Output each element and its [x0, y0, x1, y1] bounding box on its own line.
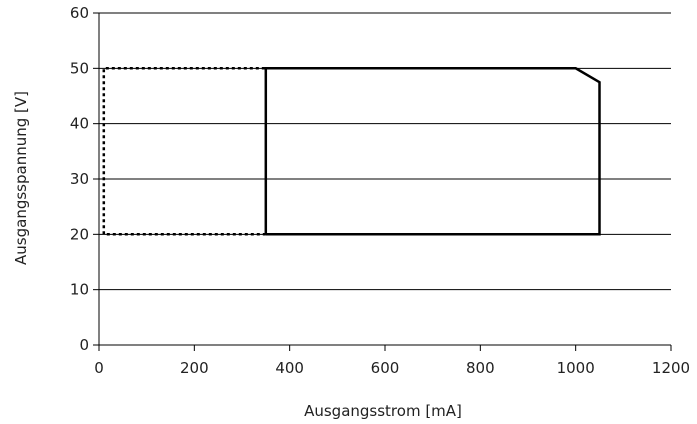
grid-lines [99, 12, 671, 291]
series-layer [102, 67, 601, 236]
y-axis-title: Ausgangsspannung [V] [12, 91, 30, 265]
y-tick-label-30: 30 [70, 170, 89, 188]
x-tick-label-0: 0 [94, 359, 104, 377]
x-tick-label-1200: 1200 [652, 359, 690, 377]
series-1-line [264, 67, 601, 236]
y-tick-label-50: 50 [70, 59, 89, 77]
x-tick-label-400: 400 [275, 359, 304, 377]
y-tick-label-40: 40 [70, 115, 89, 133]
y-tick-label-10: 10 [70, 281, 89, 299]
axes [93, 12, 672, 351]
series-0-line [102, 67, 266, 236]
x-tick-label-1000: 1000 [557, 359, 595, 377]
x-axis-title: Ausgangsstrom [mA] [304, 402, 462, 420]
y-tick-label-60: 60 [70, 4, 89, 22]
y-tick-label-20: 20 [70, 225, 89, 243]
x-tick-label-600: 600 [371, 359, 400, 377]
x-tick-label-800: 800 [466, 359, 495, 377]
y-tick-label-0: 0 [79, 336, 89, 354]
x-tick-label-200: 200 [180, 359, 209, 377]
